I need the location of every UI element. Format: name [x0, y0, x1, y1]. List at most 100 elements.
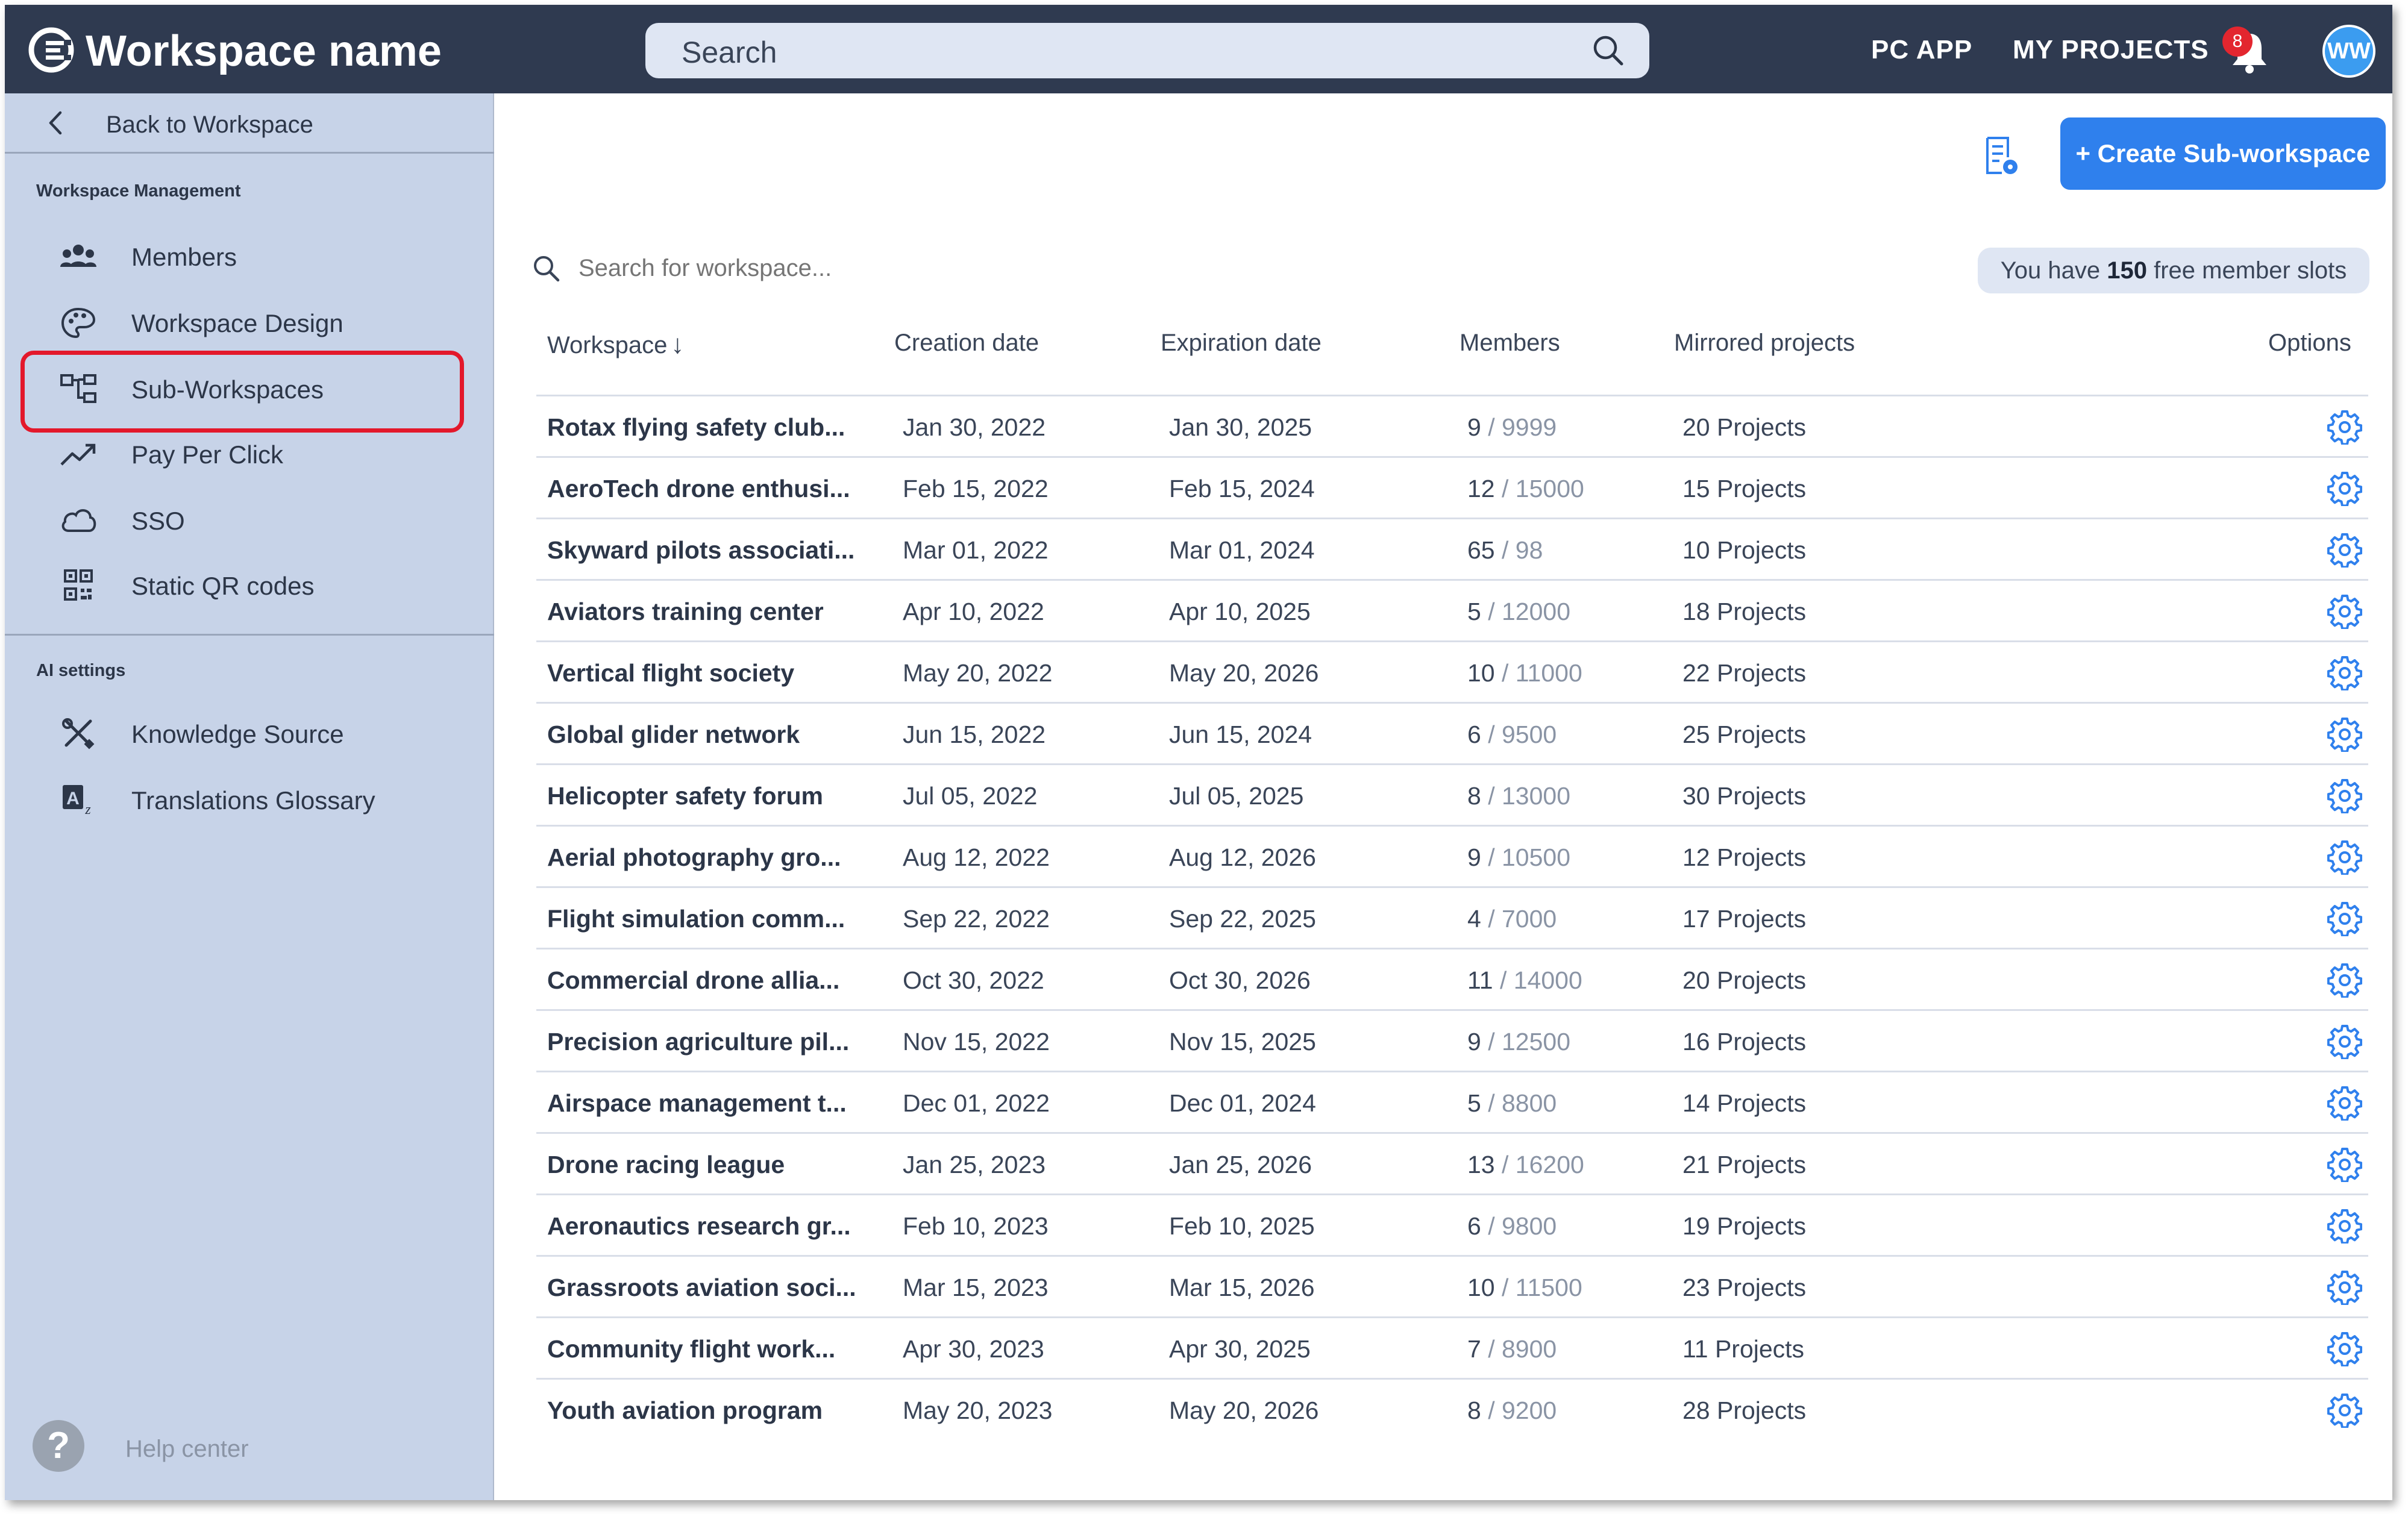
column-header-members[interactable]: Members — [1460, 330, 1560, 356]
gear-icon[interactable] — [2327, 1270, 2362, 1305]
workspace-name-cell[interactable]: Vertical flight society — [547, 659, 795, 687]
table-row[interactable]: Grassroots aviation soci... Mar 15, 2023 M… — [536, 1255, 2368, 1316]
global-search-input[interactable]: Search — [645, 23, 1649, 78]
table-row[interactable]: Helicopter safety forum Jul 05, 2022 Jul 0… — [536, 763, 2368, 825]
column-header-creation-date[interactable]: Creation date — [894, 330, 1039, 356]
members-cell: 4 / 7000 — [1467, 905, 1557, 933]
workspace-name-cell[interactable]: Youth aviation program — [547, 1397, 823, 1424]
help-center-link[interactable]: Help center — [125, 1436, 249, 1462]
members-cell: 6 / 9800 — [1467, 1212, 1557, 1240]
workspace-name-cell[interactable]: Helicopter safety forum — [547, 782, 823, 810]
sidebar-item-workspace-design[interactable]: Workspace Design — [29, 292, 463, 352]
member-limit: 9200 — [1502, 1397, 1557, 1424]
members-cell: 13 / 16200 — [1467, 1151, 1584, 1179]
member-count: 5 — [1467, 1089, 1481, 1117]
gear-icon[interactable] — [2327, 840, 2362, 875]
gear-icon[interactable] — [2327, 655, 2362, 690]
workspace-name-cell[interactable]: Commercial drone allia... — [547, 966, 840, 994]
member-limit: 13000 — [1502, 782, 1571, 810]
gear-icon[interactable] — [2327, 594, 2362, 629]
sidebar-item-members[interactable]: Members — [29, 226, 463, 286]
workspace-name-cell[interactable]: Rotax flying safety club... — [547, 413, 845, 441]
gear-icon[interactable] — [2327, 471, 2362, 506]
workspace-name-cell[interactable]: Skyward pilots associati... — [547, 536, 855, 564]
workspace-name-cell[interactable]: Grassroots aviation soci... — [547, 1274, 856, 1301]
table-row[interactable]: Flight simulation comm... Sep 22, 2022 Sep… — [536, 886, 2368, 948]
member-separator: / — [1481, 1028, 1502, 1056]
members-cell: 65 / 98 — [1467, 536, 1543, 565]
sidebar-item-sub-workspaces[interactable]: Sub-Workspaces — [29, 358, 463, 419]
sidebar-item-pay-per-click[interactable]: Pay Per Click — [29, 424, 463, 484]
workspace-name-cell[interactable]: Global glider network — [547, 721, 800, 748]
gear-icon[interactable] — [2327, 963, 2362, 998]
workspace-name-cell[interactable]: Airspace management t... — [547, 1089, 847, 1117]
search-icon[interactable] — [1590, 33, 1626, 69]
column-header-workspace[interactable]: Workspace ↓ — [547, 330, 684, 360]
gear-icon[interactable] — [2327, 901, 2362, 936]
table-row[interactable]: Aviators training center Apr 10, 2022 Apr … — [536, 579, 2368, 640]
workspace-name-cell[interactable]: Aeronautics research gr... — [547, 1212, 851, 1240]
creation-date-cell: Apr 30, 2023 — [903, 1335, 1044, 1363]
gear-icon[interactable] — [2327, 1331, 2362, 1366]
table-row[interactable]: Rotax flying safety club... Jan 30, 2022 J… — [536, 395, 2368, 456]
table-row[interactable]: AeroTech drone enthusi... Feb 15, 2022 Feb… — [536, 456, 2368, 518]
help-icon[interactable]: ? — [33, 1420, 84, 1472]
member-count: 4 — [1467, 905, 1481, 933]
sidebar-item-static-qr-codes[interactable]: Static QR codes — [29, 555, 463, 615]
column-header-mirrored-projects[interactable]: Mirrored projects — [1674, 330, 1855, 356]
mirrored-projects-cell: 19 Projects — [1682, 1212, 1807, 1240]
workspace-search-input[interactable] — [578, 255, 1000, 282]
workspace-name-cell[interactable]: Aviators training center — [547, 598, 824, 625]
members-cell: 9 / 12500 — [1467, 1028, 1570, 1056]
user-avatar[interactable]: WW — [2322, 25, 2375, 78]
my-projects-link[interactable]: MY PROJECTS — [2013, 35, 2209, 64]
table-row[interactable]: Youth aviation program May 20, 2023 May 20… — [536, 1378, 2368, 1439]
pc-app-link[interactable]: PC APP — [1871, 35, 1973, 64]
gear-icon[interactable] — [2327, 717, 2362, 752]
gear-icon[interactable] — [2327, 1024, 2362, 1059]
creation-date-cell: Nov 15, 2022 — [903, 1028, 1050, 1056]
member-limit: 8800 — [1502, 1089, 1557, 1117]
table-row[interactable]: Drone racing league Jan 25, 2023 Jan 25, 2… — [536, 1132, 2368, 1193]
gear-icon[interactable] — [2327, 1393, 2362, 1428]
sidebar-item-translations-glossary[interactable]: A z Translations Glossary — [29, 769, 463, 830]
create-sub-workspace-button[interactable]: + Create Sub-workspace — [2060, 117, 2386, 190]
workspace-name-cell[interactable]: Community flight work... — [547, 1335, 836, 1363]
workspace-name-cell[interactable]: Precision agriculture pil... — [547, 1028, 850, 1056]
sort-down-icon[interactable]: ↓ — [671, 330, 685, 359]
gear-icon[interactable] — [2327, 410, 2362, 445]
member-separator: / — [1481, 1335, 1502, 1363]
workspace-name[interactable]: Workspace name — [86, 27, 442, 75]
sidebar-item-label: Workspace Design — [131, 309, 343, 337]
workspace-name-cell[interactable]: Flight simulation comm... — [547, 905, 845, 933]
gear-icon[interactable] — [2327, 533, 2362, 568]
gear-icon[interactable] — [2327, 1209, 2362, 1243]
expiration-date-cell: May 20, 2026 — [1169, 659, 1319, 687]
table-row[interactable]: Airspace management t... Dec 01, 2022 Dec … — [536, 1071, 2368, 1132]
table-row[interactable]: Precision agriculture pil... Nov 15, 2022… — [536, 1009, 2368, 1071]
member-count: 12 — [1467, 475, 1495, 502]
back-to-workspace-button[interactable]: Back to Workspace — [5, 93, 494, 154]
gear-icon[interactable] — [2327, 778, 2362, 813]
table-row[interactable]: Community flight work... Apr 30, 2023 Apr … — [536, 1316, 2368, 1378]
column-header-expiration-date[interactable]: Expiration date — [1161, 330, 1322, 356]
workspace-name-cell[interactable]: Aerial photography gro... — [547, 843, 841, 871]
search-placeholder: Search — [682, 36, 777, 69]
document-settings-icon[interactable] — [1984, 136, 2020, 178]
table-row[interactable]: Commercial drone allia... Oct 30, 2022 Oct… — [536, 948, 2368, 1009]
workspace-name-cell[interactable]: Drone racing league — [547, 1151, 785, 1178]
table-row[interactable]: Skyward pilots associati... Mar 01, 2022 M… — [536, 518, 2368, 579]
creation-date-cell: Jan 25, 2023 — [903, 1151, 1046, 1178]
sidebar-item-knowledge-source[interactable]: Knowledge Source — [29, 703, 463, 763]
table-row[interactable]: Vertical flight society May 20, 2022 May 2… — [536, 640, 2368, 702]
workspace-logo-icon[interactable] — [28, 27, 75, 74]
table-row[interactable]: Global glider network Jun 15, 2022 Jun 15,… — [536, 702, 2368, 763]
table-row[interactable]: Aeronautics research gr... Feb 10, 2023 Fe… — [536, 1193, 2368, 1255]
sidebar-item-sso[interactable]: SSO — [29, 490, 463, 550]
gear-icon[interactable] — [2327, 1086, 2362, 1121]
gear-icon[interactable] — [2327, 1147, 2362, 1182]
cloud-icon — [61, 509, 96, 532]
trend-icon — [60, 443, 96, 466]
table-row[interactable]: Aerial photography gro... Aug 12, 2022 Aug… — [536, 825, 2368, 886]
workspace-name-cell[interactable]: AeroTech drone enthusi... — [547, 475, 850, 502]
